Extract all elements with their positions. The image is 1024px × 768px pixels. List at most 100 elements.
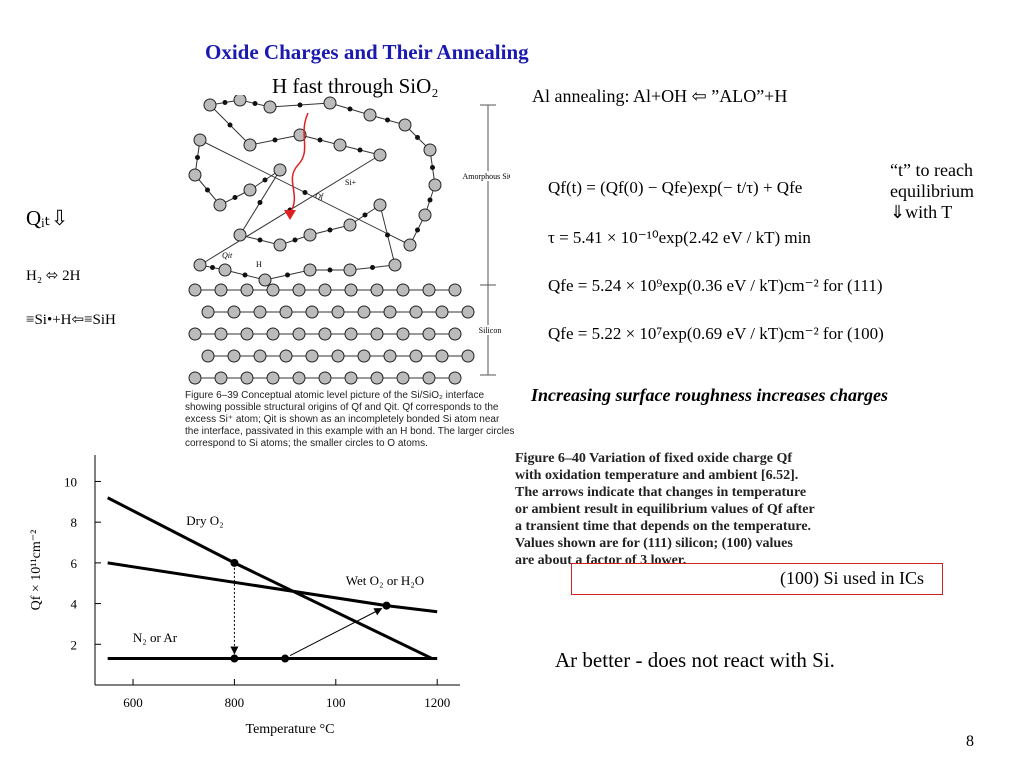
chart: Temperature °C Qf × 10¹¹cm⁻² 2 4 6 8 10 600 80… — [29, 455, 460, 737]
si-atom — [214, 371, 228, 385]
si-atom — [357, 305, 371, 319]
diagram-label: Silicon — [479, 326, 502, 335]
si-atom — [240, 283, 254, 297]
si-atom — [266, 371, 280, 385]
si-atom — [188, 371, 202, 385]
si-atom — [409, 349, 423, 363]
si-atom — [303, 228, 317, 242]
si-atom — [188, 283, 202, 297]
si-atom — [233, 228, 247, 242]
si-atom — [448, 283, 462, 297]
si-atom — [318, 371, 332, 385]
si-atom — [435, 305, 449, 319]
data-point — [230, 654, 239, 663]
si-atom — [292, 371, 306, 385]
o-atom — [347, 106, 353, 112]
si-atom — [253, 305, 267, 319]
y-tick-label: 8 — [71, 515, 78, 530]
si-atom — [396, 327, 410, 341]
slide-title: Oxide Charges and Their Annealing — [205, 40, 529, 64]
diagram-label: Amorphous SiO₂ — [462, 172, 510, 181]
arrow — [289, 608, 383, 656]
o-atom — [385, 232, 390, 238]
si-atom — [344, 283, 358, 297]
y-tick-label: 4 — [71, 597, 78, 612]
diagram-label: Si+ — [345, 178, 357, 187]
annotation: Ar better - does not react with Si. — [555, 648, 835, 672]
data-point — [281, 654, 290, 663]
o-atom — [297, 102, 303, 108]
si-atom — [448, 327, 462, 341]
o-atom — [210, 265, 215, 270]
si-atom — [273, 238, 287, 252]
si-atom — [422, 327, 436, 341]
h-path — [289, 112, 309, 214]
o-atom — [415, 227, 420, 233]
si-atom — [279, 349, 293, 363]
x-tick-label: 1200 — [424, 695, 450, 710]
si-atom — [227, 305, 241, 319]
si-atom — [292, 283, 306, 297]
si-atom — [214, 283, 228, 297]
si-atom — [370, 283, 384, 297]
si-atom — [448, 371, 462, 385]
si-atom — [422, 371, 436, 385]
si-atom — [213, 198, 227, 212]
si-atom — [240, 327, 254, 341]
diagram-label: Qf — [315, 192, 325, 201]
o-atom — [285, 272, 290, 278]
si-atom — [388, 258, 402, 272]
si-atom — [344, 371, 358, 385]
si-atom — [333, 138, 347, 152]
si-atom — [203, 98, 217, 112]
o-atom — [430, 165, 435, 170]
si-atom — [398, 118, 412, 132]
equation: Qfe = 5.22 × 10⁷exp(0.69 eV / kT)cm⁻² fo… — [548, 324, 884, 343]
si-atom — [240, 371, 254, 385]
atomic-diagram: Amorphous SiO₂ Silicon Si+ Qf Qit H — [188, 95, 510, 385]
si-atom — [214, 327, 228, 341]
o-atom — [222, 100, 228, 105]
o-atom — [292, 237, 298, 243]
si-atom — [227, 349, 241, 363]
annotation: Al annealing: Al+OH ⇦ ”ALO”+H — [532, 86, 788, 106]
diagram-label: Qit — [222, 251, 233, 260]
o-atom — [227, 122, 233, 128]
y-tick-label: 10 — [64, 474, 77, 489]
annotation: Increasing surface roughness increases c… — [531, 385, 889, 405]
o-atom — [302, 190, 308, 195]
o-atom — [327, 267, 333, 273]
si-atom — [279, 305, 293, 319]
h-arrowhead — [284, 210, 296, 220]
si-atom — [428, 178, 442, 192]
si-atom — [243, 183, 257, 197]
si-atom — [370, 327, 384, 341]
si-atom — [253, 349, 267, 363]
si-atom — [266, 327, 280, 341]
si-atom — [303, 263, 317, 277]
figure-caption: Figure 6–39 Conceptual atomic level pict… — [185, 390, 515, 449]
series-label: Dry O₂ — [186, 513, 223, 528]
o-atom — [385, 117, 390, 123]
diagram-label: H — [256, 260, 262, 269]
si-atom — [273, 163, 287, 177]
si-atom — [193, 258, 207, 272]
si-atom — [318, 327, 332, 341]
annotation: “t” to reach equilibrium ⇓with T — [890, 160, 974, 222]
equation: τ = 5.41 × 10⁻¹⁰exp(2.42 eV / kT) min — [548, 228, 811, 247]
x-tick-label: 800 — [225, 695, 245, 710]
si-atom — [409, 305, 423, 319]
atoms — [188, 95, 475, 385]
o-atom — [362, 212, 368, 218]
si-atom — [422, 283, 436, 297]
si-atom — [305, 349, 319, 363]
equation: Qf(t) = (Qf(0) − Qfe)exp(− t/τ) + Qfe — [548, 178, 803, 197]
si-atom — [305, 305, 319, 319]
si-atom — [461, 305, 475, 319]
si-atom — [373, 148, 387, 162]
callout: (100) Si used in ICs — [571, 563, 943, 595]
figure-caption: Figure 6–40 Variation of fixed oxide cha… — [515, 451, 815, 568]
si-atom — [396, 371, 410, 385]
o-atom — [370, 265, 375, 270]
y-tick-label: 6 — [71, 556, 78, 571]
